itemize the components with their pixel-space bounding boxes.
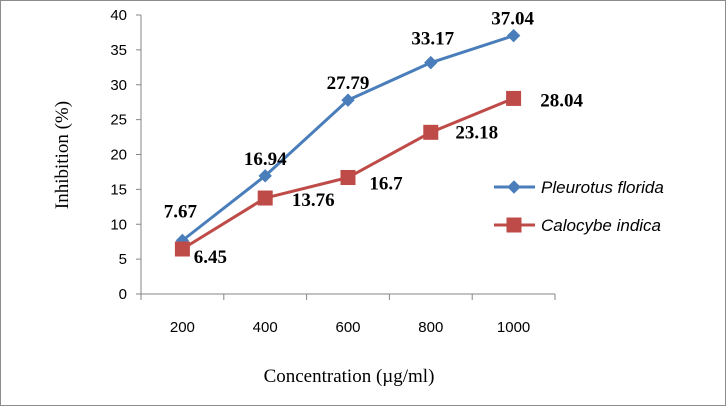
series-1 [175, 28, 521, 248]
x-axis-title: Concentration (µg/ml) [264, 366, 435, 387]
y-axis-ticks: 0 5 10 15 20 25 30 35 40 [110, 7, 141, 303]
diamond-marker [506, 28, 521, 43]
x-tick-label: 600 [335, 319, 360, 336]
data-label: 16.7 [369, 174, 403, 195]
legend-item: Pleurotus florida [494, 178, 664, 197]
legend-label: Calocybe indica [541, 216, 661, 235]
y-tick-label: 0 [119, 286, 127, 303]
y-tick-label: 40 [110, 7, 127, 24]
data-label: 6.45 [194, 247, 227, 268]
x-tick-label: 1000 [497, 319, 530, 336]
x-tick-label: 800 [418, 319, 443, 336]
x-tick-label: 200 [170, 319, 195, 336]
diamond-marker [341, 93, 355, 107]
legend: Pleurotus florida Calocybe indica [494, 178, 664, 235]
y-tick-label: 15 [110, 181, 127, 198]
series-layer [174, 28, 522, 257]
x-axis-ticks: 200 400 600 800 1000 [140, 294, 556, 336]
data-labels: 7.67 16.94 27.79 33.17 37.04 6.45 13.76 16.7 23.… [164, 9, 584, 268]
square-marker [257, 190, 273, 206]
legend-item: Calocybe indica [494, 216, 661, 235]
y-axis-title: Inhibition (%) [52, 101, 73, 209]
y-tick-label: 5 [119, 251, 127, 268]
y-tick-label: 30 [110, 77, 127, 94]
x-tick-label: 400 [253, 319, 278, 336]
y-tick-label: 10 [110, 216, 127, 233]
data-label: 28.04 [540, 90, 583, 111]
square-marker [423, 124, 439, 140]
square-marker [340, 170, 356, 186]
diamond-marker [258, 169, 272, 183]
legend-label: Pleurotus florida [541, 178, 664, 197]
diamond-marker [424, 55, 438, 70]
series-2 [174, 90, 522, 257]
data-label: 27.79 [327, 73, 370, 94]
square-marker [174, 241, 190, 257]
data-label: 23.18 [455, 122, 498, 143]
data-label: 33.17 [411, 29, 454, 50]
square-marker [506, 217, 522, 233]
square-marker [506, 90, 522, 106]
data-label: 13.76 [292, 190, 335, 211]
data-label: 16.94 [244, 149, 287, 170]
diamond-marker [507, 180, 521, 194]
data-label: 7.67 [164, 202, 198, 223]
y-tick-label: 35 [110, 42, 127, 59]
y-tick-label: 20 [110, 147, 127, 164]
data-label: 37.04 [491, 9, 534, 30]
y-tick-label: 25 [110, 112, 127, 129]
